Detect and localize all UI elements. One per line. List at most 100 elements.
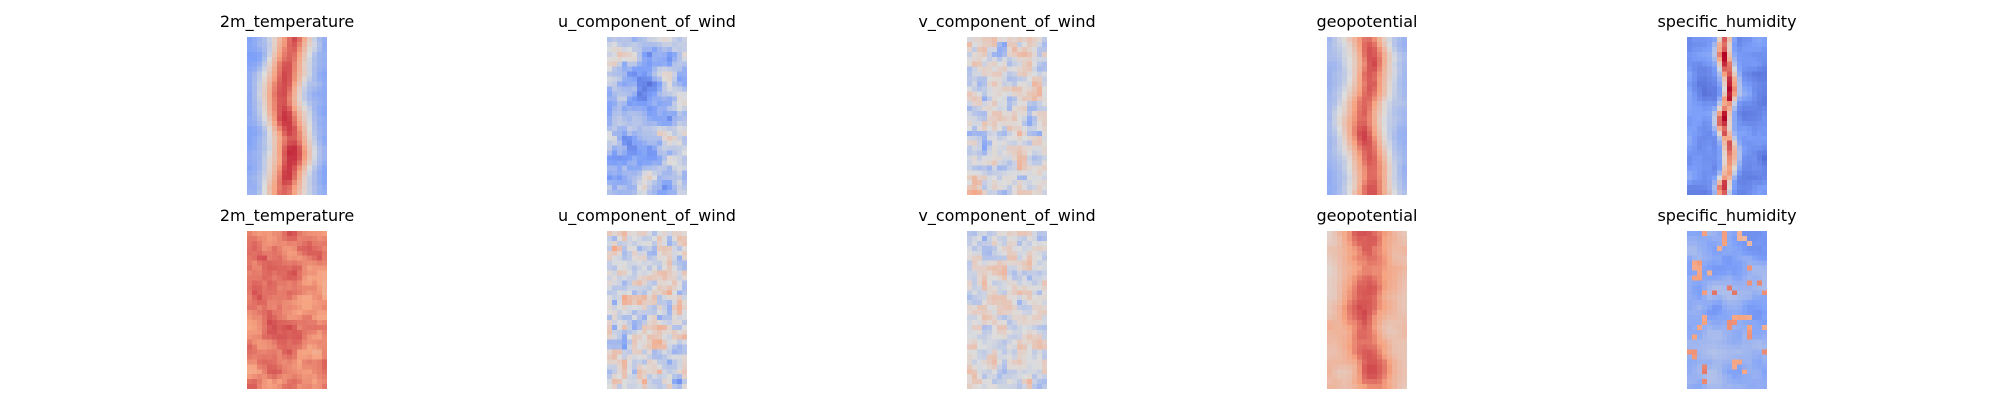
heatmap-cell — [1332, 339, 1338, 346]
heatmap-cell — [967, 101, 973, 107]
heatmap-cell — [1397, 285, 1403, 291]
heatmap-cell — [1687, 250, 1693, 257]
heatmap-cell — [617, 91, 623, 97]
heatmap-cell — [1007, 300, 1013, 306]
heatmap-cell — [1712, 280, 1718, 286]
heatmap-cell — [1367, 250, 1373, 257]
heatmap-cell — [1032, 165, 1038, 171]
heatmap-cell — [1377, 71, 1383, 78]
heatmap-cell — [247, 319, 253, 326]
heatmap-cell — [292, 280, 298, 286]
heatmap-cell — [1362, 155, 1368, 162]
heatmap-cell — [262, 160, 268, 166]
heatmap-cell — [262, 250, 268, 257]
heatmap-cell — [312, 170, 318, 176]
heatmap-cell — [987, 120, 993, 127]
heatmap-cell — [1362, 56, 1368, 63]
heatmap-cell — [662, 46, 668, 53]
heatmap-cell — [317, 56, 323, 63]
heatmap-cell — [312, 334, 318, 341]
heatmap-cell — [267, 130, 273, 137]
heatmap-cell — [297, 265, 303, 272]
heatmap-cell — [1022, 140, 1028, 147]
heatmap-cell — [617, 290, 623, 296]
heatmap-cell — [1362, 180, 1368, 186]
heatmap-cell — [1392, 384, 1398, 389]
heatmap-cell — [1742, 135, 1748, 142]
heatmap-cell — [987, 140, 993, 147]
heatmap-cell — [672, 116, 678, 122]
heatmap-cell — [642, 275, 648, 281]
heatmap-cell — [1397, 300, 1403, 306]
heatmap-cell — [967, 374, 973, 380]
heatmap-cell — [677, 300, 683, 306]
heatmap-cell — [1712, 165, 1718, 171]
heatmap-cell — [322, 285, 327, 291]
heatmap-cell — [677, 61, 683, 68]
heatmap-cell — [277, 86, 283, 92]
heatmap-cell — [967, 106, 973, 112]
heatmap-cell — [297, 51, 303, 58]
heatmap-cell — [1362, 185, 1368, 191]
heatmap-cell — [1692, 130, 1698, 137]
heatmap-cell — [282, 66, 288, 73]
heatmap-cell — [1372, 51, 1378, 58]
heatmap-cell — [642, 76, 648, 83]
heatmap-cell — [992, 120, 998, 127]
heatmap-cell — [312, 86, 318, 92]
heatmap-cell — [1377, 106, 1383, 112]
heatmap-cell — [1362, 66, 1368, 73]
heatmap-cell — [1712, 334, 1718, 341]
heatmap-cell — [1337, 61, 1343, 68]
panel-title: geopotential — [1316, 12, 1418, 31]
heatmap-cell — [662, 51, 668, 58]
heatmap-cell — [667, 81, 673, 87]
heatmap-cell — [267, 285, 273, 291]
heatmap-cell — [652, 116, 658, 122]
heatmap-cell — [612, 170, 618, 176]
heatmap-cell — [972, 314, 978, 321]
heatmap-cell — [1387, 91, 1393, 97]
heatmap-cell — [1402, 180, 1407, 186]
heatmap-cell — [642, 364, 648, 370]
heatmap-cell — [1347, 165, 1353, 171]
heatmap-cell — [1382, 145, 1388, 152]
heatmap-cell — [632, 280, 638, 286]
heatmap-cell — [1367, 71, 1373, 78]
heatmap-cell — [1007, 349, 1013, 356]
heatmap-cell — [1017, 285, 1023, 291]
heatmap-cell — [1702, 231, 1708, 237]
heatmap-cell — [1707, 91, 1713, 97]
heatmap-cell — [1712, 275, 1718, 281]
heatmap-cell — [1752, 76, 1758, 83]
heatmap-cell — [657, 270, 663, 277]
heatmap-cell — [1362, 290, 1368, 296]
heatmap-cell — [272, 111, 278, 117]
heatmap-cell — [677, 170, 683, 176]
heatmap-cell — [247, 324, 253, 331]
heatmap-cell — [1712, 125, 1718, 132]
heatmap-cell — [1397, 250, 1403, 257]
heatmap-cell — [1002, 319, 1008, 326]
heatmap-cell — [642, 339, 648, 346]
heatmap-cell — [667, 150, 673, 157]
heatmap-cell — [1707, 61, 1713, 68]
heatmap-cell — [612, 364, 618, 370]
heatmap-cell — [662, 120, 668, 127]
heatmap-cell — [632, 101, 638, 107]
heatmap-cell — [632, 265, 638, 272]
heatmap-cell — [1687, 81, 1693, 87]
heatmap-cell — [317, 170, 323, 176]
heatmap-cell — [667, 235, 673, 242]
heatmap-cell — [317, 310, 323, 316]
heatmap-cell — [622, 295, 628, 301]
heatmap-cell — [992, 285, 998, 291]
heatmap-cell — [1377, 160, 1383, 166]
heatmap-cell — [1027, 280, 1033, 286]
heatmap-cell — [1352, 300, 1358, 306]
heatmap-cell — [972, 235, 978, 242]
heatmap-cell — [987, 384, 993, 389]
heatmap-cell — [1032, 71, 1038, 78]
heatmap-cell — [1362, 324, 1368, 331]
heatmap-cell — [667, 145, 673, 152]
